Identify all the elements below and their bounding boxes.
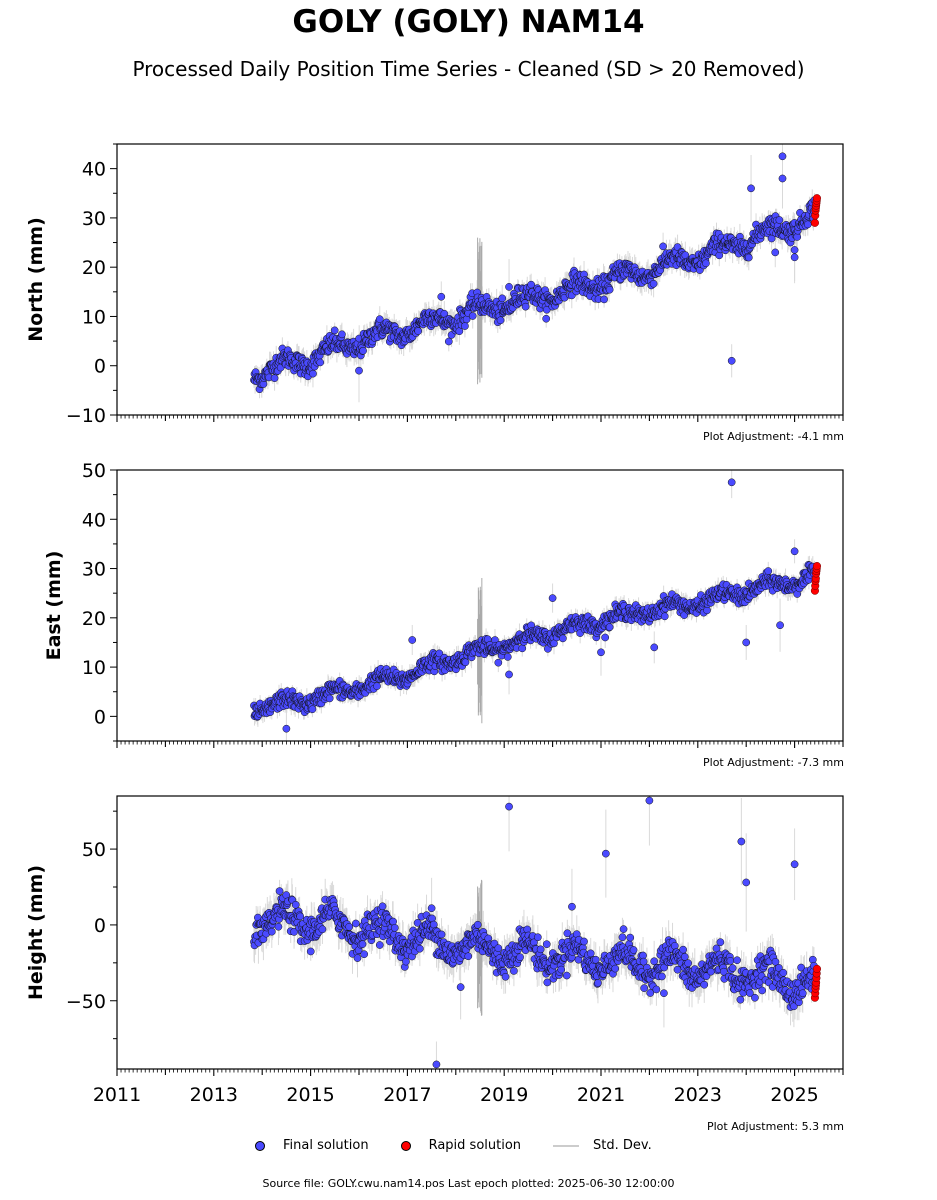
north-final-point [521,302,530,311]
north-final-point [775,216,784,224]
east-outlier-point [597,648,605,657]
east-plot-area [250,470,822,741]
north-final-point [330,326,339,335]
east-final-point [601,633,610,642]
north-outlier-point [771,248,780,257]
north-outlier-point [778,174,787,183]
east-final-point [308,705,317,714]
north-outlier-point [505,283,513,291]
north-final-point [659,242,667,251]
north-outlier-point [747,184,755,193]
chart-title: GOLY (GOLY) NAM14 [292,4,645,40]
east-panel: 0 10 20 30 40 50 East (mm) [43,460,844,748]
north-outlier-point [790,246,799,254]
north-final-point [468,312,477,320]
north-final-point [270,374,279,382]
north-final-point [455,327,464,336]
east-final-point [559,634,567,643]
north-final-point [605,285,614,294]
height-plot-area [250,796,822,1069]
north-final-point [542,314,551,323]
north-ytick-label: −10 [66,405,106,427]
north-outlier-point [778,152,787,161]
north-final-point [649,279,658,288]
east-ytick-label: 30 [82,559,106,581]
chart-subtitle: Processed Daily Position Time Series - C… [132,57,805,81]
north-final-point [461,322,469,330]
north-final-point [338,330,346,339]
east-ylabel: East (mm) [43,551,65,661]
east-final-point [764,567,773,575]
east-ytick-label: 10 [82,657,106,679]
east-final-point [373,682,381,690]
east-final-point [461,658,470,667]
east-final-point [435,649,444,658]
north-final-point [414,327,423,335]
east-outlier-point [776,621,784,630]
north-ytick-label: 40 [82,159,106,181]
north-final-point [600,295,608,304]
north-plot-area [250,144,822,403]
east-outlier-point [282,724,291,733]
east-ytick-label: 20 [82,608,106,630]
north-ytick-label: 30 [82,208,106,230]
east-final-point [494,658,503,667]
north-ytick-label: 0 [94,356,106,378]
north-ytick-label: 10 [82,306,106,328]
north-final-point [498,294,507,303]
north-ylabel: North (mm) [25,217,47,342]
east-rapid-points [810,562,822,595]
east-std-dev-bars [253,470,815,741]
north-outlier-point [355,366,363,375]
east-final-point [518,644,527,653]
east-final-point [605,623,614,631]
north-final-point [309,369,317,378]
north-final-point [744,253,753,262]
east-outlier-point [790,547,799,556]
east-outlier-point [408,636,417,644]
east-ytick-label: 0 [94,706,106,728]
north-panel: −10 0 10 20 30 40 North (mm) [25,143,844,427]
north-outlier-point [437,292,446,301]
east-outlier-point [548,594,557,602]
east-outlier-point [727,478,736,487]
north-final-point [803,220,812,229]
north-final-points [250,152,819,394]
north-final-point [444,337,453,346]
east-ytick-label: 50 [82,460,106,482]
east-final-point [660,612,669,621]
east-final-points [250,478,819,733]
north-outlier-point [727,356,736,365]
east-outlier-point [505,670,513,679]
east-outlier-point [650,643,659,652]
east-rapid-point [812,562,822,571]
east-outlier-point [742,638,751,647]
north-final-point [702,259,710,268]
east-ytick-label: 40 [82,509,106,531]
north-rapid-point [810,218,819,227]
north-final-point [316,358,325,367]
east-final-point [503,653,512,661]
north-final-point [375,315,384,324]
north-rapid-points [810,194,822,227]
east-final-point [325,694,334,703]
north-final-point [359,346,367,355]
north-rapid-point [812,194,822,203]
north-outlier-point [790,253,799,262]
north-final-point [496,316,505,325]
north-ytick-label: 20 [82,257,106,279]
